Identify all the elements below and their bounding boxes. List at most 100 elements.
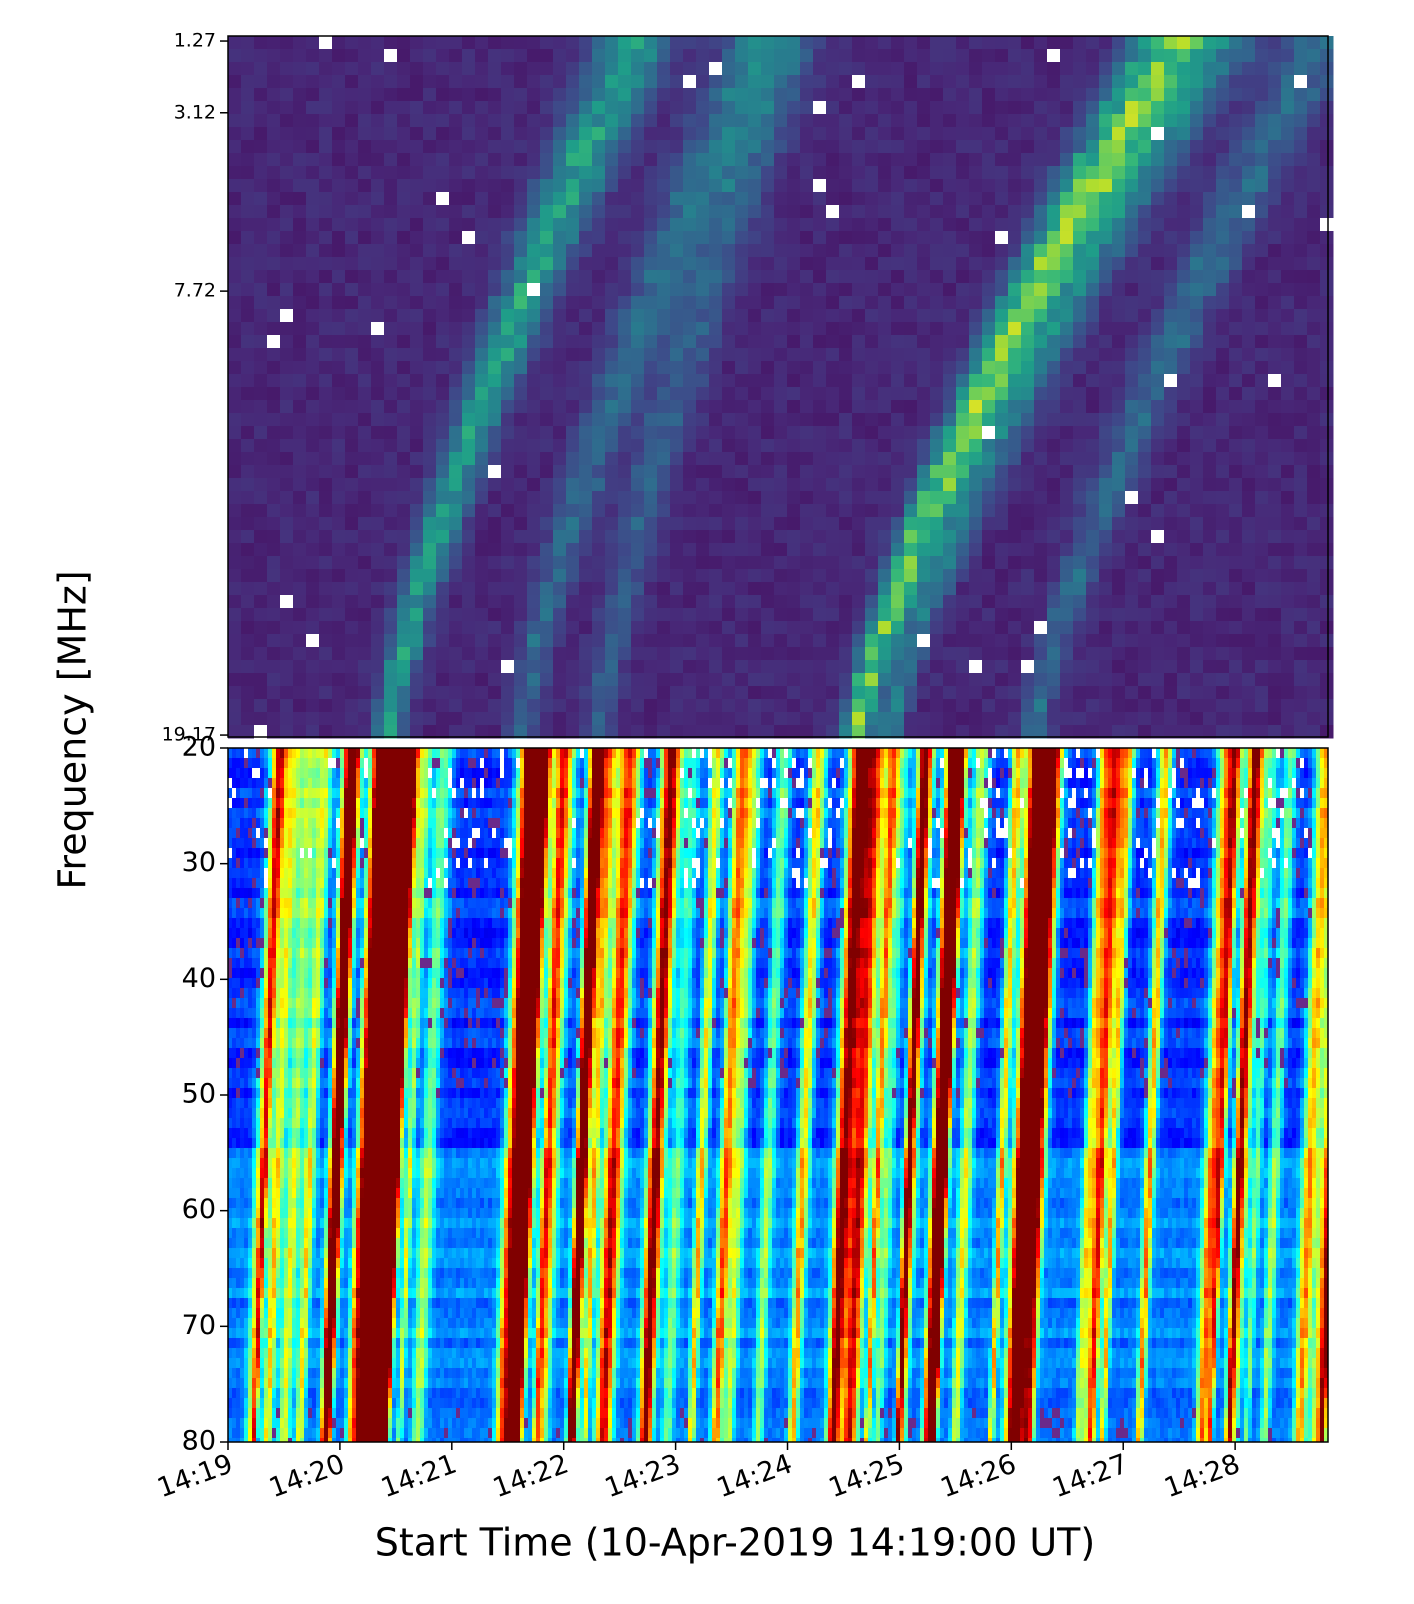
heatmap-cell [579, 257, 593, 271]
heatmap-cell [722, 348, 736, 362]
heatmap-cell [553, 127, 567, 141]
heatmap-cell [436, 88, 450, 102]
heatmap-cell [1203, 75, 1217, 89]
heatmap-cell [228, 270, 242, 284]
heatmap-cell [1294, 426, 1308, 440]
heatmap-cell [371, 595, 385, 609]
heatmap-cell [969, 62, 983, 76]
heatmap-cell [865, 452, 879, 466]
heatmap-cell [1294, 257, 1308, 271]
heatmap-cell [1320, 140, 1334, 154]
heatmap-cell [943, 231, 957, 245]
heatmap-cell [449, 361, 463, 375]
heatmap-cell [1281, 595, 1295, 609]
heatmap-cell [943, 608, 957, 622]
heatmap-cell [1047, 556, 1061, 570]
heatmap-cell [1034, 660, 1048, 674]
heatmap-cell [1280, 748, 1285, 759]
heatmap-cell [484, 758, 489, 769]
heatmap-cell [969, 218, 983, 232]
heatmap-cell [293, 192, 307, 206]
heatmap-cell [618, 491, 632, 505]
heatmap-cell [943, 465, 957, 479]
heatmap-cell [657, 166, 671, 180]
heatmap-cell [1164, 153, 1178, 167]
heatmap-cell [371, 517, 385, 531]
heatmap-cell [761, 400, 775, 414]
heatmap-cell [735, 452, 749, 466]
heatmap-cell [260, 748, 265, 759]
heatmap-cell [345, 322, 359, 336]
heatmap-cell [852, 153, 866, 167]
heatmap-cell [1190, 127, 1204, 141]
heatmap-cell [358, 491, 372, 505]
heatmap-cell [1138, 270, 1152, 284]
heatmap-cell [748, 205, 762, 219]
heatmap-cell [1164, 452, 1178, 466]
heatmap-cell [241, 49, 255, 63]
heatmap-cell [1073, 673, 1087, 687]
heatmap-cell [1177, 400, 1191, 414]
heatmap-cell [540, 686, 554, 700]
heatmap-cell [500, 758, 505, 769]
heatmap-cell [416, 758, 421, 769]
heatmap-cell [1281, 75, 1295, 89]
heatmap-cell [332, 400, 346, 414]
heatmap-cell [748, 725, 762, 739]
heatmap-cell [1060, 309, 1074, 323]
heatmap-cell [462, 205, 476, 219]
heatmap-cell [917, 543, 931, 557]
heatmap-cell [748, 244, 762, 258]
heatmap-cell [792, 748, 797, 759]
heatmap-cell [556, 758, 561, 769]
heatmap-cell [410, 374, 424, 388]
heatmap-cell [241, 218, 255, 232]
heatmap-cell [1294, 296, 1308, 310]
heatmap-cell [761, 101, 775, 115]
heatmap-cell [436, 634, 450, 648]
heatmap-cell [514, 582, 528, 596]
heatmap-cell [267, 335, 281, 349]
heatmap-cell [865, 101, 879, 115]
heatmap-cell [332, 75, 346, 89]
heatmap-cell [839, 296, 853, 310]
heatmap-cell [527, 75, 541, 89]
heatmap-cell [826, 465, 840, 479]
heatmap-cell [800, 114, 814, 128]
heatmap-cell [1268, 36, 1282, 50]
heatmap-cell [1281, 101, 1295, 115]
heatmap-cell [423, 218, 437, 232]
heatmap-cell [956, 712, 970, 726]
heatmap-cell [618, 348, 632, 362]
heatmap-cell [709, 166, 723, 180]
heatmap-cell [540, 582, 554, 596]
heatmap-cell [917, 621, 931, 635]
heatmap-cell [804, 748, 809, 759]
heatmap-cell [475, 608, 489, 622]
heatmap-cell [813, 257, 827, 271]
heatmap-cell [1203, 114, 1217, 128]
heatmap-cell [1229, 400, 1243, 414]
heatmap-cell [1294, 608, 1308, 622]
heatmap-cell [449, 88, 463, 102]
heatmap-cell [1307, 478, 1321, 492]
heatmap-cell [943, 335, 957, 349]
heatmap-cell [328, 748, 333, 759]
heatmap-cell [995, 166, 1009, 180]
heatmap-cell [956, 244, 970, 258]
heatmap-cell [956, 309, 970, 323]
heatmap-cell [1242, 725, 1256, 739]
heatmap-cell [632, 748, 637, 759]
heatmap-cell [813, 309, 827, 323]
heatmap-cell [1320, 748, 1325, 759]
heatmap-cell [1320, 530, 1334, 544]
heatmap-cell [709, 413, 723, 427]
heatmap-cell [254, 413, 268, 427]
heatmap-cell [982, 712, 996, 726]
heatmap-cell [514, 192, 528, 206]
heatmap-cell [1203, 166, 1217, 180]
heatmap-cell [371, 673, 385, 687]
heatmap-cell [384, 270, 398, 284]
heatmap-cell [566, 517, 580, 531]
heatmap-cell [865, 335, 879, 349]
